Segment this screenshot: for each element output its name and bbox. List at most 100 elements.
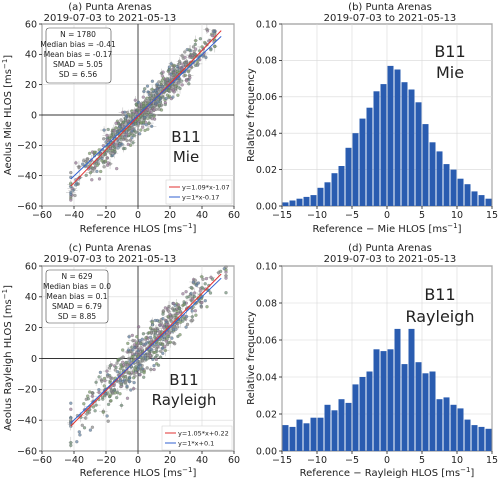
- data-point: [185, 322, 190, 326]
- data-point: [115, 167, 119, 171]
- data-point: [193, 278, 197, 282]
- data-point: [204, 277, 208, 281]
- data-point: [132, 381, 136, 385]
- panel-a-ylabel: Aeolus Mie HLOS [ms−1]: [1, 55, 14, 176]
- data-point: [119, 118, 123, 122]
- panel-d-rayleigh-histogram: (d) Punta Arenas 2019-07-03 to 2021-05-1…: [246, 243, 498, 479]
- x-tick-label: 60: [228, 455, 240, 466]
- data-point: [106, 402, 111, 406]
- data-point: [176, 93, 180, 97]
- data-point: [105, 369, 109, 373]
- data-point: [143, 342, 148, 346]
- data-point: [143, 128, 147, 132]
- data-point: [180, 54, 184, 58]
- data-point: [74, 183, 78, 187]
- panel-b-xlabel: Reference − Mie HLOS [ms−1]: [312, 222, 461, 235]
- data-point: [150, 320, 154, 324]
- data-point: [143, 87, 147, 91]
- panel-a-mie-scatter: (a) Punta Arenas 2019-07-03 to 2021-05-1…: [1, 2, 240, 235]
- data-point: [102, 165, 106, 169]
- x-tick-label: 20: [164, 455, 176, 466]
- data-point: [200, 275, 204, 279]
- data-point: [108, 147, 113, 151]
- data-point: [100, 395, 105, 399]
- data-point: [179, 320, 183, 324]
- data-point: [168, 340, 172, 344]
- data-point: [108, 380, 112, 385]
- data-point: [159, 349, 163, 353]
- histogram-bar: [331, 410, 338, 451]
- data-point: [150, 79, 154, 83]
- data-point: [160, 74, 164, 78]
- data-point: [132, 134, 136, 138]
- data-point: [161, 309, 165, 313]
- data-point: [141, 95, 145, 99]
- histogram-bar: [345, 402, 352, 451]
- data-point: [142, 89, 146, 94]
- histogram-bar: [443, 164, 450, 206]
- data-point: [166, 334, 170, 338]
- data-point: [174, 84, 178, 88]
- data-point: [101, 144, 105, 148]
- histogram-bar: [408, 328, 415, 451]
- data-point: [106, 138, 110, 142]
- data-point: [200, 286, 204, 290]
- stat-sd: SD = 8.85: [58, 312, 97, 321]
- data-point: [203, 299, 207, 303]
- data-point: [201, 54, 205, 58]
- data-point: [193, 52, 197, 56]
- data-point: [148, 96, 152, 101]
- histogram-bar: [282, 425, 289, 451]
- y-tick-label: 0: [31, 354, 37, 365]
- panel-d-xlabel: Reference − Rayleigh HLOS [ms−1]: [300, 466, 475, 479]
- data-point: [110, 376, 114, 380]
- data-point: [127, 356, 131, 360]
- y-tick-label: 20: [25, 80, 37, 91]
- x-tick-label: 0: [135, 210, 141, 221]
- data-point: [169, 319, 173, 323]
- data-point: [123, 136, 128, 141]
- data-point: [109, 393, 113, 397]
- data-point: [211, 277, 215, 281]
- data-point: [74, 161, 78, 165]
- histogram-bar: [338, 399, 345, 451]
- data-point: [159, 108, 164, 112]
- data-point: [151, 357, 155, 361]
- data-point: [148, 91, 152, 95]
- data-point: [176, 334, 180, 338]
- panel-c-ylabel: Aeolus Rayleigh HLOS [ms−1]: [1, 285, 14, 431]
- data-point: [181, 292, 185, 296]
- histogram-bar: [436, 151, 443, 206]
- data-point: [88, 171, 93, 175]
- data-point: [184, 79, 189, 83]
- data-point: [115, 361, 119, 365]
- data-point: [167, 309, 171, 313]
- x-tick-label: 0: [135, 455, 141, 466]
- data-point: [82, 426, 87, 430]
- y-tick-label: 0.10: [256, 19, 277, 30]
- y-tick-label: 0.06: [256, 92, 277, 103]
- histogram-bar: [471, 425, 478, 451]
- data-point: [136, 361, 140, 365]
- stat-sd: SD = 6.56: [59, 70, 98, 79]
- histogram-bar: [408, 89, 415, 206]
- data-point: [132, 343, 136, 347]
- histogram-bar: [429, 142, 436, 206]
- data-point: [119, 403, 124, 407]
- data-point: [80, 423, 84, 427]
- panel-d-ylabel: Relative frequency: [246, 311, 257, 405]
- data-point: [177, 59, 182, 63]
- data-point: [163, 348, 167, 353]
- data-point: [135, 335, 139, 339]
- data-point: [157, 342, 161, 346]
- data-point: [130, 352, 134, 356]
- data-point: [154, 347, 158, 351]
- data-point: [150, 124, 154, 128]
- data-point: [112, 388, 117, 392]
- histogram-bar: [380, 84, 387, 206]
- data-point: [155, 362, 159, 366]
- data-point: [142, 375, 146, 379]
- x-tick-label: −40: [64, 210, 84, 221]
- data-point: [204, 55, 208, 60]
- data-point: [186, 69, 191, 74]
